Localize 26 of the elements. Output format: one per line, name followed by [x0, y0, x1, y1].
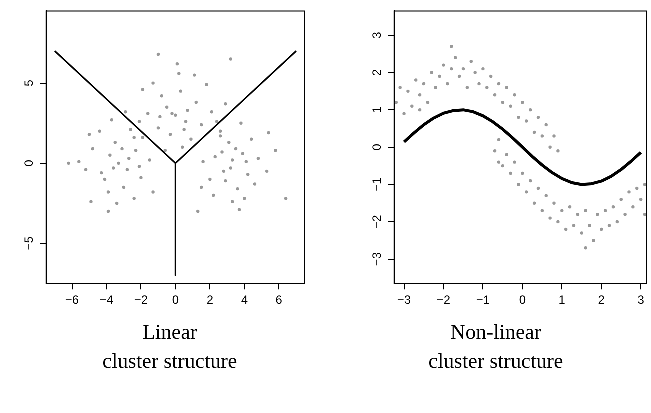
x-tick-label: 4 — [241, 293, 248, 308]
x-tick-label: −2 — [134, 293, 148, 308]
x-tick-label: −6 — [65, 293, 80, 308]
y-tick-label: −3 — [370, 252, 384, 266]
x-tick-label: 3 — [638, 293, 645, 308]
y-tick-label: 0 — [22, 160, 36, 167]
x-tick-label: 0 — [519, 293, 526, 308]
x-tick-label: −3 — [397, 293, 412, 308]
x-tick-label: 0 — [172, 293, 180, 308]
y-tick-label: −1 — [370, 178, 384, 192]
x-tick-label: −4 — [100, 293, 114, 308]
x-tick-label: 2 — [206, 293, 214, 308]
x-tick-label: 1 — [558, 293, 566, 308]
x-tick-label: −2 — [436, 293, 451, 308]
x-tick-label: 2 — [598, 293, 606, 308]
y-tick-label: 2 — [370, 69, 384, 76]
y-tick-label: 0 — [370, 144, 384, 151]
y-tick-label: 5 — [22, 80, 36, 87]
x-tick-label: 6 — [276, 293, 283, 308]
x-axis-title: Non-linear cluster structure — [428, 319, 564, 375]
y-tick-label: −2 — [370, 214, 384, 229]
x-tick-label: −1 — [476, 293, 490, 308]
y-tick-label: 1 — [370, 106, 384, 114]
y-tick-label: 3 — [370, 32, 384, 39]
x-axis-title: Linear cluster structure — [102, 319, 238, 375]
y-tick-label: −5 — [22, 236, 36, 250]
